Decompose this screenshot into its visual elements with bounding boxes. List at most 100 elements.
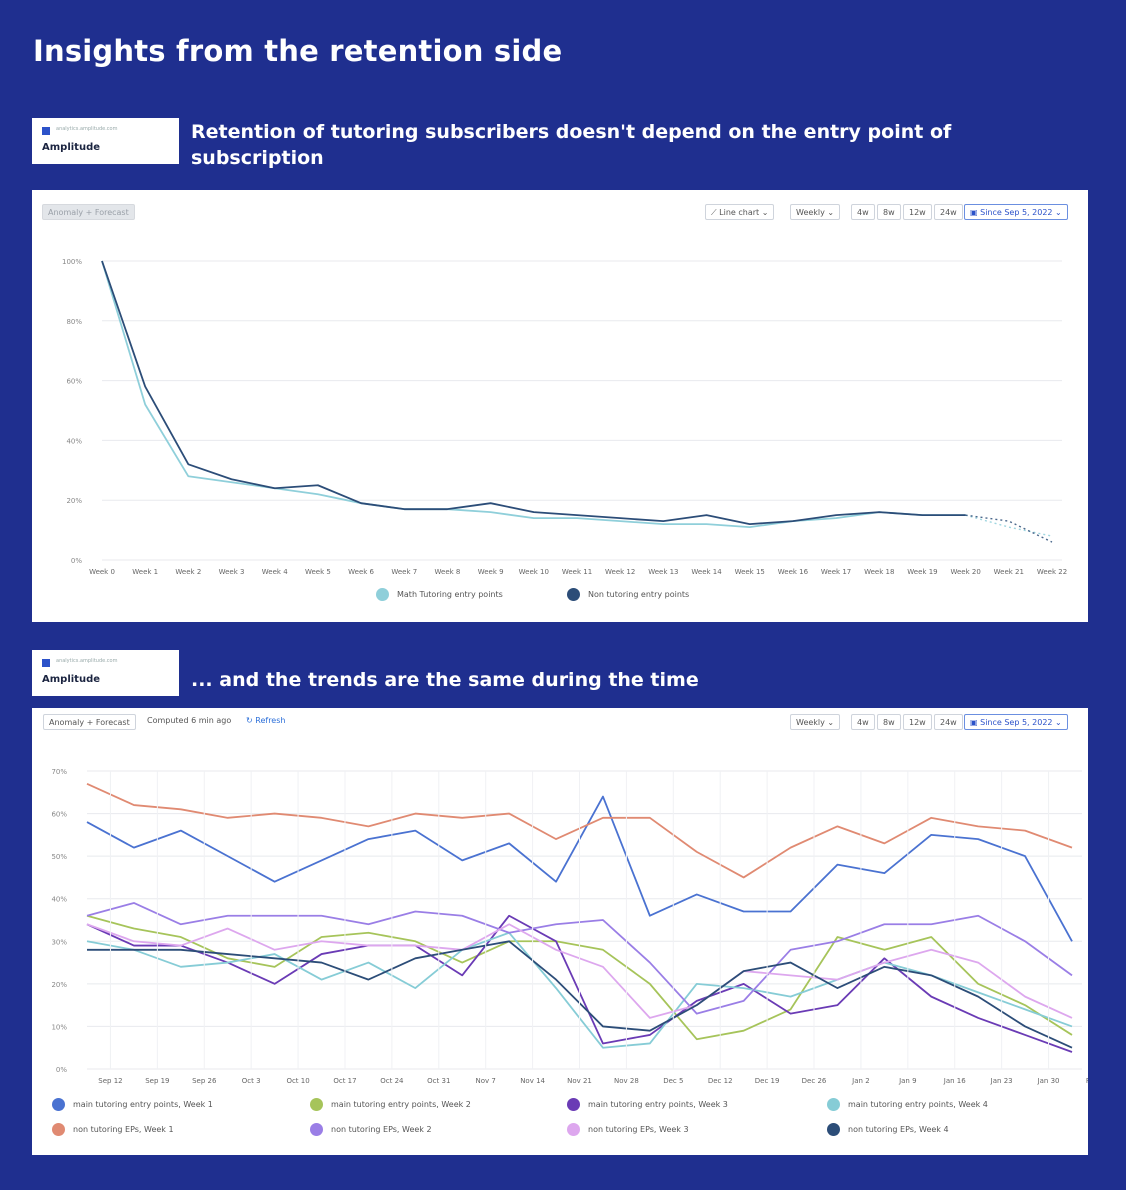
chevron-down-icon: ⌄ bbox=[1052, 718, 1062, 727]
slide-title: Insights from the retention side bbox=[33, 34, 563, 68]
forecast-line bbox=[965, 514, 1053, 537]
range-8w-button[interactable]: 8w bbox=[877, 204, 901, 220]
brand-name: Amplitude bbox=[42, 142, 101, 153]
bottom-caption: ... and the trends are the same during t… bbox=[191, 669, 699, 691]
chevron-down-icon: ⌄ bbox=[1052, 208, 1062, 217]
range-4w-button[interactable]: 4w bbox=[851, 714, 875, 730]
interval-label: Weekly bbox=[796, 208, 825, 217]
y-tick-label: 60% bbox=[66, 378, 82, 386]
legend-item[interactable]: main tutoring entry points, Week 3 bbox=[567, 1098, 728, 1111]
brand-url: analytics.amplitude.com bbox=[56, 658, 118, 664]
legend-item[interactable]: Math Tutoring entry points bbox=[376, 588, 503, 601]
series-line bbox=[101, 260, 966, 526]
date-range-picker[interactable]: ▣ Since Sep 5, 2022 ⌄ bbox=[964, 204, 1068, 220]
legend-item[interactable]: main tutoring entry points, Week 4 bbox=[827, 1098, 988, 1111]
chevron-down-icon: ⌄ bbox=[824, 718, 835, 727]
legend-label: non tutoring EPs, Week 3 bbox=[588, 1125, 689, 1134]
x-tick-label: Jan 30 bbox=[1037, 1077, 1060, 1085]
series-line bbox=[101, 260, 966, 529]
x-tick-label: Week 11 bbox=[562, 568, 592, 576]
x-tick-label: Week 16 bbox=[778, 568, 809, 576]
y-tick-label: 60% bbox=[51, 811, 67, 819]
x-tick-label: Dec 12 bbox=[708, 1077, 733, 1085]
range-12w-button[interactable]: 12w bbox=[903, 714, 932, 730]
x-tick-label: Oct 3 bbox=[242, 1077, 261, 1085]
legend-label: non tutoring EPs, Week 2 bbox=[331, 1125, 432, 1134]
x-tick-label: Sep 19 bbox=[145, 1077, 169, 1085]
x-tick-label: Jan 23 bbox=[990, 1077, 1013, 1085]
legend-label: main tutoring entry points, Week 4 bbox=[848, 1100, 988, 1109]
y-tick-label: 40% bbox=[51, 896, 67, 904]
brand-url: analytics.amplitude.com bbox=[56, 126, 118, 132]
legend-item[interactable]: non tutoring EPs, Week 2 bbox=[310, 1123, 432, 1136]
amplitude-badge: analytics.amplitude.com Amplitude bbox=[32, 118, 179, 164]
legend-item[interactable]: non tutoring EPs, Week 4 bbox=[827, 1123, 949, 1136]
legend-swatch bbox=[567, 1123, 580, 1136]
y-tick-label: 50% bbox=[51, 853, 67, 861]
legend-swatch bbox=[52, 1098, 65, 1111]
calendar-icon: ▣ bbox=[970, 208, 981, 217]
range-4w-button[interactable]: 4w bbox=[851, 204, 875, 220]
x-tick-label: Week 12 bbox=[605, 568, 635, 576]
refresh-label: Refresh bbox=[255, 716, 286, 725]
range-24w-button[interactable]: 24w bbox=[934, 204, 963, 220]
range-8w-button[interactable]: 8w bbox=[877, 714, 901, 730]
legend-item[interactable]: main tutoring entry points, Week 2 bbox=[310, 1098, 471, 1111]
amplitude-badge: analytics.amplitude.com Amplitude bbox=[32, 650, 179, 696]
x-tick-label: Week 18 bbox=[864, 568, 894, 576]
x-tick-label: Week 6 bbox=[348, 568, 374, 576]
x-tick-label: Nov 14 bbox=[520, 1077, 545, 1085]
legend-swatch bbox=[827, 1098, 840, 1111]
x-tick-label: Jan 16 bbox=[943, 1077, 966, 1085]
legend-label: non tutoring EPs, Week 1 bbox=[73, 1125, 174, 1134]
legend-item[interactable]: non tutoring EPs, Week 1 bbox=[52, 1123, 174, 1136]
date-range-picker[interactable]: ▣ Since Sep 5, 2022 ⌄ bbox=[964, 714, 1068, 730]
y-tick-label: 10% bbox=[51, 1023, 67, 1031]
x-tick-label: Nov 28 bbox=[614, 1077, 639, 1085]
legend-item[interactable]: main tutoring entry points, Week 1 bbox=[52, 1098, 213, 1111]
legend-swatch bbox=[310, 1123, 323, 1136]
anomaly-forecast-button[interactable]: Anomaly + Forecast bbox=[42, 204, 135, 220]
retention-chart-panel: Anomaly + Forecast ⟋ Line chart ⌄ Weekly… bbox=[32, 190, 1088, 622]
legend-swatch bbox=[827, 1123, 840, 1136]
legend-label: Math Tutoring entry points bbox=[397, 590, 503, 599]
interval-dropdown[interactable]: Weekly ⌄ bbox=[790, 204, 841, 220]
x-tick-label: Oct 31 bbox=[427, 1077, 450, 1085]
legend-label: main tutoring entry points, Week 3 bbox=[588, 1100, 728, 1109]
x-tick-label: Sep 26 bbox=[192, 1077, 217, 1085]
legend-label: main tutoring entry points, Week 1 bbox=[73, 1100, 213, 1109]
x-tick-label: Week 7 bbox=[391, 568, 417, 576]
legend-label: Non tutoring entry points bbox=[588, 590, 690, 599]
anomaly-forecast-button[interactable]: Anomaly + Forecast bbox=[43, 714, 136, 730]
x-tick-label: Oct 17 bbox=[333, 1077, 356, 1085]
x-tick-label: Week 1 bbox=[132, 568, 158, 576]
chart-type-dropdown[interactable]: ⟋ Line chart ⌄ bbox=[705, 204, 775, 220]
x-tick-label: Week 4 bbox=[262, 568, 288, 576]
x-tick-label: Week 2 bbox=[175, 568, 201, 576]
x-tick-label: Feb 6 bbox=[1086, 1077, 1088, 1085]
y-tick-label: 30% bbox=[51, 938, 67, 946]
interval-dropdown[interactable]: Weekly ⌄ bbox=[790, 714, 841, 730]
legend-item[interactable]: non tutoring EPs, Week 3 bbox=[567, 1123, 689, 1136]
trends-line-chart: 0% 10% 20% 30% 40% 50% 60% 70% Sep 12 Sep 19 Sep 2… bbox=[51, 768, 1088, 1085]
top-caption: Retention of tutoring subscribers doesn'… bbox=[191, 121, 952, 169]
x-tick-label: Week 5 bbox=[305, 568, 331, 576]
x-tick-label: Jan 2 bbox=[851, 1077, 869, 1085]
x-tick-label: Week 22 bbox=[1037, 568, 1067, 576]
forecast-line bbox=[965, 514, 1053, 543]
range-24w-button[interactable]: 24w bbox=[934, 714, 963, 730]
retention-line-chart: 0% 20% 40% 60% 80% 100% Week 0 Week 1 Week 2 Week… bbox=[62, 258, 1067, 576]
amplitude-logo-icon bbox=[42, 659, 50, 667]
x-tick-label: Week 13 bbox=[648, 568, 678, 576]
computed-status: Computed 6 min ago bbox=[147, 716, 232, 725]
refresh-icon: ↻ bbox=[246, 716, 256, 725]
calendar-icon: ▣ bbox=[970, 718, 981, 727]
refresh-link[interactable]: ↻ Refresh bbox=[246, 716, 285, 725]
legend-item[interactable]: Non tutoring entry points bbox=[567, 588, 689, 601]
legend-label: non tutoring EPs, Week 4 bbox=[848, 1125, 949, 1134]
range-12w-button[interactable]: 12w bbox=[903, 204, 932, 220]
x-tick-label: Week 8 bbox=[435, 568, 461, 576]
legend-label: main tutoring entry points, Week 2 bbox=[331, 1100, 471, 1109]
brand-name: Amplitude bbox=[42, 674, 101, 685]
x-tick-label: Jan 9 bbox=[898, 1077, 916, 1085]
